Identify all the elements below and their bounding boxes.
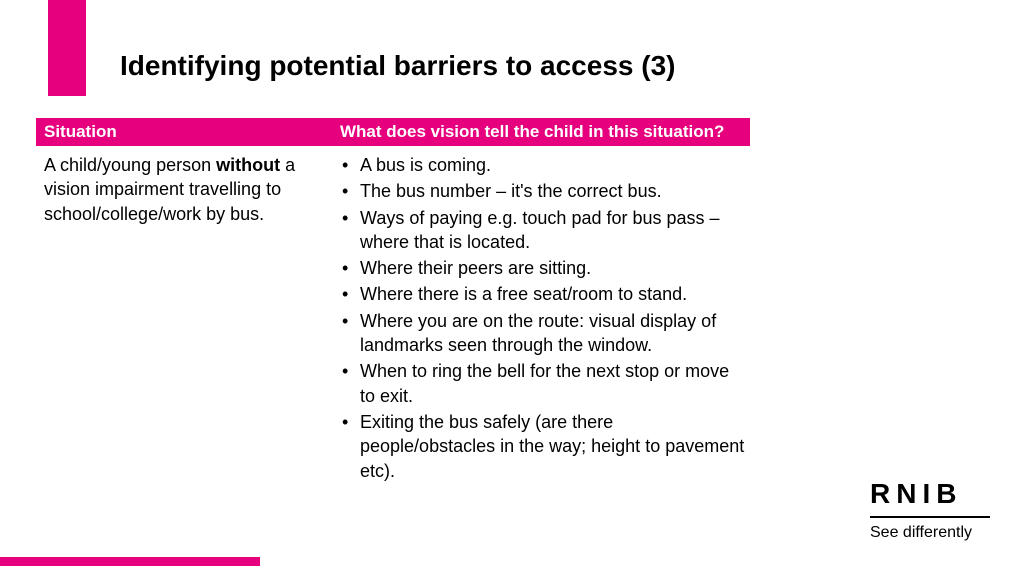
header-vision: What does vision tell the child in this … — [332, 118, 750, 146]
cell-situation: A child/young person without a vision im… — [36, 146, 332, 233]
list-item: Exiting the bus safely (are there people… — [332, 410, 746, 483]
list-item: Where you are on the route: visual displ… — [332, 309, 746, 358]
logo-text: RNIB — [870, 478, 990, 510]
list-item: When to ring the bell for the next stop … — [332, 359, 746, 408]
vision-bullet-list: A bus is coming. The bus number – it's t… — [332, 153, 746, 483]
situation-text-bold: without — [216, 155, 280, 175]
list-item: Where there is a free seat/room to stand… — [332, 282, 746, 306]
accent-bar — [48, 0, 86, 96]
page-title: Identifying potential barriers to access… — [120, 50, 675, 82]
list-item: Ways of paying e.g. touch pad for bus pa… — [332, 206, 746, 255]
header-situation: Situation — [36, 118, 332, 146]
logo-divider — [870, 516, 990, 518]
rnib-logo: RNIB See differently — [870, 478, 990, 542]
list-item: A bus is coming. — [332, 153, 746, 177]
bottom-accent-bar — [0, 557, 260, 566]
situation-text-pre: A child/young person — [44, 155, 216, 175]
list-item: Where their peers are sitting. — [332, 256, 746, 280]
logo-tagline: See differently — [870, 524, 990, 542]
table-row: A child/young person without a vision im… — [36, 146, 750, 492]
list-item: The bus number – it's the correct bus. — [332, 179, 746, 203]
cell-vision: A bus is coming. The bus number – it's t… — [332, 146, 750, 492]
table-header-row: Situation What does vision tell the chil… — [36, 118, 750, 146]
content-table: Situation What does vision tell the chil… — [36, 118, 750, 492]
